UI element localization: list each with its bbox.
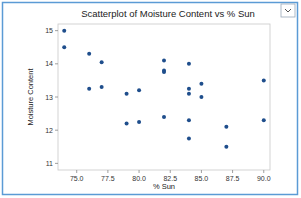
x-tick bbox=[263, 170, 264, 173]
y-tick-label: 15 bbox=[45, 27, 53, 34]
point bbox=[100, 60, 104, 64]
y-axis-label: Moisture Content bbox=[26, 68, 35, 126]
x-tick-label: 87.5 bbox=[226, 175, 240, 182]
point bbox=[87, 87, 91, 91]
point bbox=[125, 122, 129, 126]
point bbox=[62, 29, 66, 33]
y-tick bbox=[55, 63, 58, 64]
x-tick bbox=[107, 170, 108, 173]
title: Scatterplot of Moisture Content vs % Sun bbox=[81, 8, 255, 19]
point bbox=[262, 118, 266, 122]
point bbox=[199, 95, 203, 99]
x-tick bbox=[139, 170, 140, 173]
point bbox=[100, 85, 104, 89]
dropdown-arrow bbox=[285, 9, 291, 12]
point bbox=[224, 125, 228, 129]
x-tick bbox=[76, 170, 77, 173]
point bbox=[199, 82, 203, 86]
point bbox=[224, 145, 228, 149]
points bbox=[62, 29, 266, 149]
x-tick-label: 85.0 bbox=[195, 175, 209, 182]
point bbox=[187, 118, 191, 122]
point bbox=[262, 78, 266, 82]
x-tick-label: 90.0 bbox=[257, 175, 271, 182]
x-tick-label: 77.5 bbox=[101, 175, 115, 182]
y-tick bbox=[55, 130, 58, 131]
y-tick bbox=[55, 163, 58, 164]
point bbox=[87, 52, 91, 56]
x-tick-label: 80.0 bbox=[132, 175, 146, 182]
x-tick bbox=[170, 170, 171, 173]
x-axis-label: % Sun bbox=[153, 182, 175, 191]
y-tick bbox=[55, 97, 58, 98]
plot-frame bbox=[58, 24, 270, 170]
x-tick-label: 75.0 bbox=[70, 175, 84, 182]
x-tick-label: 82.5 bbox=[163, 175, 177, 182]
chart-frame bbox=[3, 3, 298, 195]
x-tick bbox=[232, 170, 233, 173]
point bbox=[137, 120, 141, 124]
point bbox=[162, 115, 166, 119]
point bbox=[187, 92, 191, 96]
point bbox=[187, 136, 191, 140]
y-tick-label: 11 bbox=[46, 160, 53, 167]
point bbox=[125, 92, 129, 96]
point bbox=[137, 88, 141, 92]
chart: Scatterplot of Moisture Content vs % Sun… bbox=[0, 0, 301, 198]
point bbox=[162, 70, 166, 74]
point bbox=[162, 59, 166, 63]
y-tick-label: 12 bbox=[45, 127, 53, 134]
y-tick-label: 13 bbox=[45, 94, 53, 101]
y-tick-label: 14 bbox=[45, 60, 53, 67]
y-tick bbox=[55, 30, 58, 31]
x-tick bbox=[201, 170, 202, 173]
point bbox=[62, 45, 66, 49]
point bbox=[187, 62, 191, 66]
point bbox=[187, 87, 191, 91]
dropdown-button[interactable] bbox=[281, 4, 295, 17]
